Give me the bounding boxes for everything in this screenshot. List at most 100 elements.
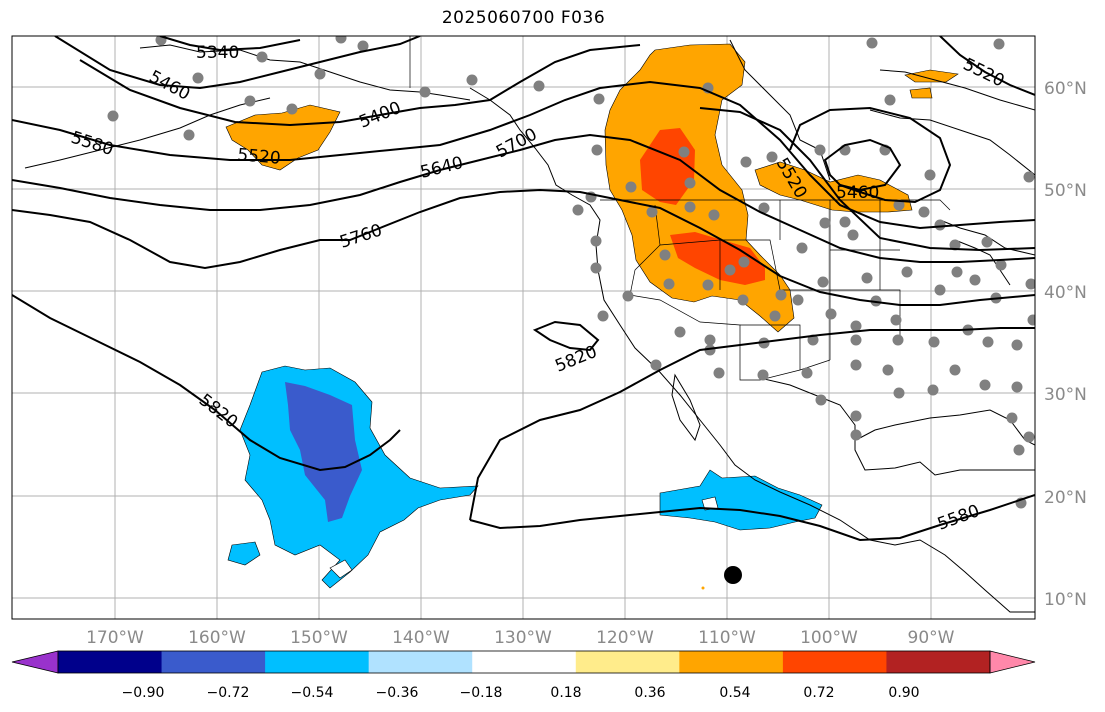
colorbar-tick-label: −0.54 <box>291 685 334 701</box>
map-gridlines <box>12 36 1035 619</box>
contour-label: 5760 <box>337 220 384 252</box>
station-dot <box>678 146 690 158</box>
lon-label: 110°W <box>698 628 756 648</box>
colorbar-outline <box>57 650 991 674</box>
station-dot <box>757 369 769 381</box>
positive-anomaly-canada <box>754 69 959 213</box>
station-dot <box>1025 278 1035 290</box>
colorbar-segment <box>472 651 577 673</box>
station-dot <box>918 206 930 218</box>
station-dot <box>890 314 902 326</box>
colorbar-tick-label: 0.18 <box>550 685 581 701</box>
station-dot <box>927 384 939 396</box>
station-dot <box>995 259 1007 271</box>
station-dot <box>934 284 946 296</box>
small-anomaly-marker <box>701 586 705 590</box>
contour-label: 5520 <box>237 145 282 169</box>
station-dot <box>155 36 167 46</box>
station-dot <box>850 359 862 371</box>
station-dot <box>663 278 675 290</box>
station-dot <box>659 249 671 261</box>
station-dot <box>769 310 781 322</box>
station-dot <box>684 201 696 213</box>
map-frame <box>11 35 1036 620</box>
positive-anomaly-alaska <box>225 104 341 171</box>
station-dot <box>928 336 940 348</box>
station-dot <box>183 129 195 141</box>
colorbar-extend-max <box>989 650 1036 674</box>
station-dot <box>934 219 946 231</box>
station-dot <box>949 239 961 251</box>
station-dot <box>796 242 808 254</box>
station-dot <box>850 320 862 332</box>
station-dot <box>866 37 878 49</box>
colorbar-segment <box>368 651 473 673</box>
station-dot <box>1011 381 1023 393</box>
lon-label: 90°W <box>908 628 955 648</box>
colorbar-extend-min <box>11 650 59 674</box>
station-dot <box>850 429 862 441</box>
low-center-marker <box>724 566 742 584</box>
station-dot <box>704 334 716 346</box>
contour-label: 5580 <box>935 501 982 535</box>
station-dot <box>740 156 752 168</box>
colorbar-tick-label: −0.36 <box>376 685 419 701</box>
station-dot <box>861 272 873 284</box>
station-dot <box>882 364 894 376</box>
station-dot <box>597 310 609 322</box>
station-dot <box>979 379 991 391</box>
colorbar-segment <box>58 651 163 673</box>
station-dot <box>419 86 431 98</box>
station-dot <box>192 72 204 84</box>
station-dot <box>817 276 829 288</box>
station-dot <box>593 93 605 105</box>
station-dot <box>807 334 819 346</box>
colorbar-tick-label: −0.90 <box>122 685 165 701</box>
colorbar-tick-label: 0.36 <box>634 685 665 701</box>
lat-label: 50°N <box>1044 181 1087 201</box>
lat-label: 60°N <box>1044 79 1087 99</box>
contour-label: 5460 <box>836 183 879 203</box>
station-dot <box>775 289 787 301</box>
contour-label: 5400 <box>356 98 404 133</box>
station-dot <box>993 38 1005 50</box>
station-dot <box>244 95 256 107</box>
station-dot <box>590 235 602 247</box>
contour-label: 5580 <box>68 128 115 160</box>
negative-anomaly-pacific <box>227 365 479 589</box>
station-dot <box>819 217 831 229</box>
station-dot <box>969 274 981 286</box>
station-dot <box>625 181 637 193</box>
lat-label: 40°N <box>1044 283 1087 303</box>
political-borders <box>409 36 951 381</box>
station-dot <box>981 236 993 248</box>
station-dot <box>949 364 961 376</box>
map-title: 2025060700 F036 <box>441 8 606 28</box>
colorbar-segment <box>161 651 266 673</box>
station-dot <box>814 144 826 156</box>
latitude-labels: 60°N 50°N 40°N 30°N 20°N 10°N <box>1044 79 1087 610</box>
station-dot <box>1027 314 1035 326</box>
lon-label: 160°W <box>188 628 246 648</box>
station-dot <box>286 103 298 115</box>
station-dot <box>590 262 602 274</box>
lon-label: 170°W <box>86 628 144 648</box>
station-dot <box>572 204 584 216</box>
station-dot <box>1023 171 1035 183</box>
colorbar-tick-label: 0.90 <box>888 685 919 701</box>
colorbar-segment <box>782 651 887 673</box>
station-dot <box>893 199 905 211</box>
station-dot <box>892 334 904 346</box>
station-dot <box>839 216 851 228</box>
station-dot <box>850 334 862 346</box>
station-dot <box>738 256 750 268</box>
station-dot <box>650 359 662 371</box>
lon-label: 100°W <box>800 628 858 648</box>
station-dot <box>850 410 862 422</box>
lon-label: 130°W <box>494 628 552 648</box>
station-dot <box>591 144 603 156</box>
station-dot <box>256 51 268 63</box>
station-dot <box>893 387 905 399</box>
station-dot <box>622 290 634 302</box>
